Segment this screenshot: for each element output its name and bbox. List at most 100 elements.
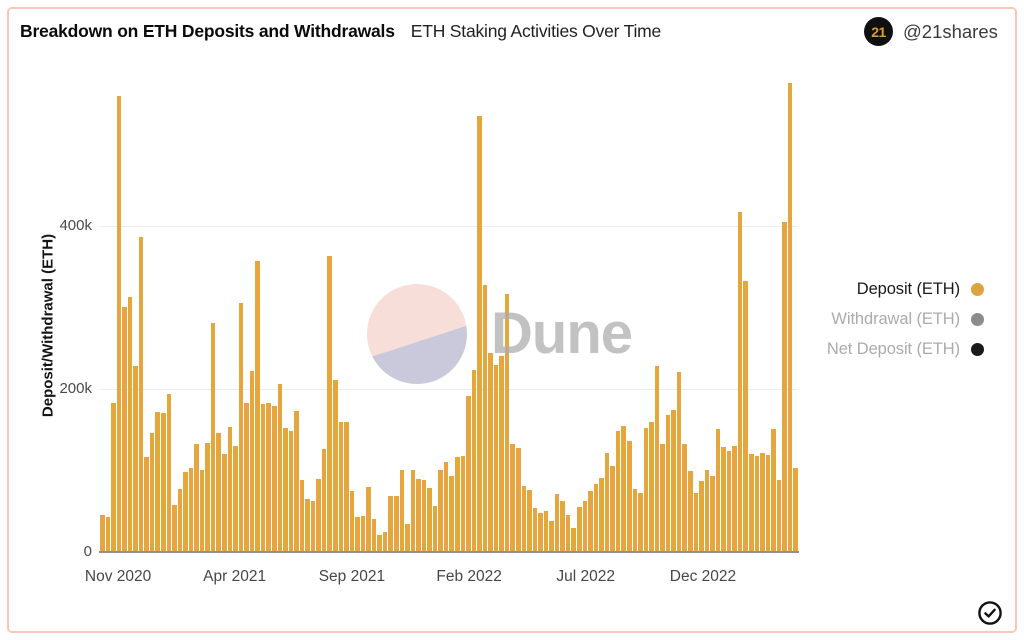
account-handle: @21shares bbox=[903, 20, 998, 42]
bar bbox=[249, 371, 255, 552]
bar bbox=[266, 403, 271, 552]
legend-item-net-deposit-eth[interactable]: Net Deposit (ETH) bbox=[827, 340, 984, 359]
bar bbox=[344, 422, 349, 552]
bar bbox=[210, 323, 216, 552]
bar bbox=[748, 454, 754, 552]
bar bbox=[138, 237, 144, 552]
bar bbox=[760, 453, 765, 552]
bar bbox=[321, 449, 327, 552]
legend-item-deposit-eth[interactable]: Deposit (ETH) bbox=[827, 280, 984, 299]
bar bbox=[199, 470, 205, 552]
x-axis-line bbox=[99, 551, 799, 553]
bar bbox=[427, 488, 432, 552]
bar bbox=[538, 513, 543, 552]
bar bbox=[416, 479, 421, 552]
bar bbox=[310, 501, 316, 552]
bar bbox=[122, 307, 127, 552]
bar bbox=[660, 444, 665, 552]
bar bbox=[432, 506, 438, 552]
bar bbox=[565, 515, 571, 552]
bar bbox=[521, 486, 527, 552]
bar bbox=[227, 427, 233, 552]
bar bbox=[588, 491, 593, 552]
bar bbox=[582, 501, 588, 552]
bar bbox=[560, 501, 565, 552]
bar bbox=[493, 365, 499, 552]
legend-item-withdrawal-eth[interactable]: Withdrawal (ETH) bbox=[827, 310, 984, 329]
bar bbox=[260, 404, 266, 552]
bar bbox=[621, 426, 626, 552]
bar bbox=[271, 406, 277, 552]
bar bbox=[693, 493, 699, 552]
x-tick-label: Feb 2022 bbox=[436, 568, 502, 585]
bar bbox=[482, 285, 488, 552]
x-tick-label: Nov 2020 bbox=[84, 568, 152, 585]
bar bbox=[355, 517, 360, 552]
bar bbox=[765, 455, 771, 552]
bar bbox=[604, 453, 610, 552]
bar bbox=[144, 457, 149, 552]
bar bbox=[105, 517, 111, 552]
bar bbox=[360, 516, 366, 552]
bar bbox=[371, 519, 377, 552]
bar bbox=[205, 443, 210, 552]
bar bbox=[305, 499, 310, 552]
bar bbox=[527, 490, 532, 552]
x-tick-label: Sep 2021 bbox=[318, 568, 386, 585]
bar bbox=[161, 413, 166, 552]
bar bbox=[327, 256, 332, 552]
bar bbox=[676, 372, 682, 552]
account-badge[interactable]: 21 @21shares bbox=[864, 17, 998, 46]
bar bbox=[754, 456, 760, 552]
legend-dot-icon bbox=[971, 343, 984, 356]
bar bbox=[626, 441, 632, 552]
legend-label: Net Deposit (ETH) bbox=[826, 340, 960, 358]
bar bbox=[449, 476, 454, 552]
bar bbox=[349, 491, 355, 552]
bar bbox=[704, 470, 710, 552]
bar bbox=[438, 470, 443, 552]
bar bbox=[244, 403, 249, 552]
dune-watermark: Dune bbox=[491, 301, 633, 366]
bar bbox=[116, 96, 122, 552]
bar bbox=[399, 470, 405, 552]
bar bbox=[554, 494, 560, 552]
bar bbox=[743, 281, 748, 552]
bar bbox=[133, 366, 138, 552]
bar bbox=[172, 505, 177, 552]
checkmark-circle-icon[interactable] bbox=[976, 599, 1004, 627]
bar bbox=[710, 476, 715, 552]
bar bbox=[405, 524, 410, 552]
legend-dot-icon bbox=[971, 283, 984, 296]
bar bbox=[615, 431, 621, 552]
21shares-logo-icon: 21 bbox=[864, 17, 893, 46]
bar bbox=[283, 428, 288, 552]
bar bbox=[255, 261, 260, 552]
legend-dot-icon bbox=[971, 313, 984, 326]
bar bbox=[510, 444, 516, 552]
bar bbox=[638, 493, 643, 552]
bar bbox=[388, 496, 393, 552]
bar bbox=[682, 444, 687, 552]
dune-logo-icon bbox=[367, 284, 467, 384]
gridline bbox=[100, 389, 798, 390]
bar bbox=[643, 428, 649, 552]
bar bbox=[316, 479, 321, 552]
bar-series-deposit bbox=[100, 83, 798, 552]
bar bbox=[410, 470, 416, 552]
bar bbox=[455, 457, 460, 552]
bar bbox=[726, 451, 732, 552]
bar bbox=[421, 480, 427, 552]
bar bbox=[238, 303, 244, 552]
bar bbox=[111, 403, 116, 552]
bar bbox=[793, 468, 798, 552]
bar bbox=[771, 429, 776, 552]
bar bbox=[338, 422, 344, 552]
x-tick-label: Jul 2022 bbox=[556, 568, 616, 585]
bar bbox=[649, 422, 654, 552]
bar bbox=[155, 412, 161, 552]
bar bbox=[737, 212, 743, 552]
bar bbox=[665, 415, 671, 552]
y-tick-label: 200k bbox=[59, 380, 92, 397]
bar bbox=[377, 535, 382, 552]
